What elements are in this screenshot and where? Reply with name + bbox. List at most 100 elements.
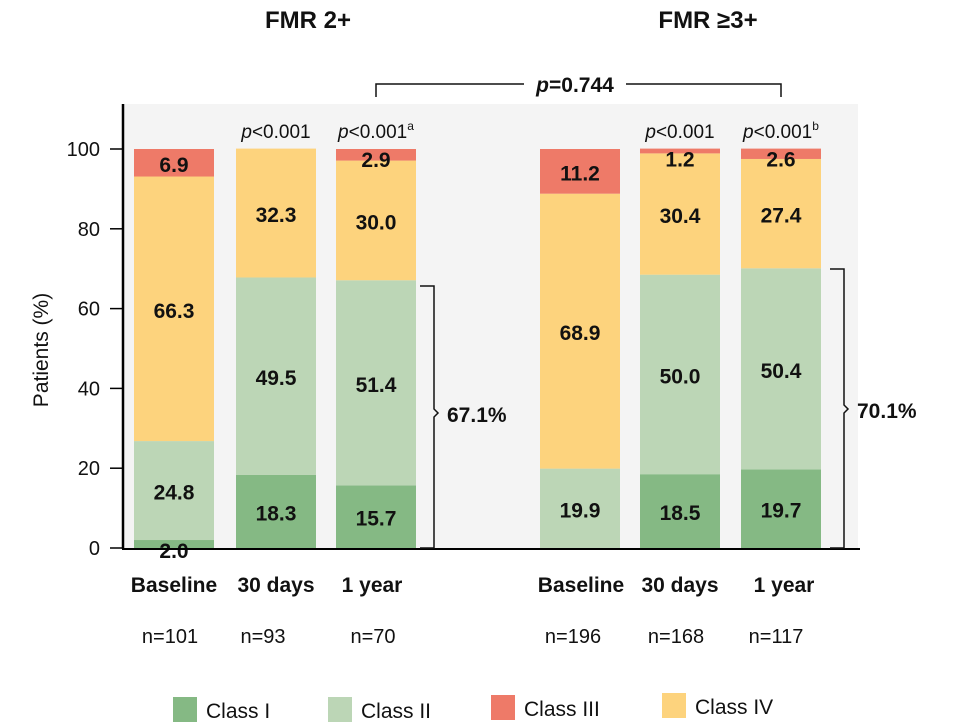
p-rest: <0.001 xyxy=(656,122,715,143)
bar-segment-class-iii xyxy=(134,149,214,177)
n-label: n=117 xyxy=(749,626,804,648)
bracket-label-group-2: 70.1% xyxy=(857,400,917,423)
p-letter: p xyxy=(240,122,252,143)
x-category-label: Baseline xyxy=(538,574,624,597)
legend-label-class-i: Class I xyxy=(206,700,270,723)
legend: Class I Class II Class III Class IV xyxy=(173,693,773,723)
x-category-label: 1 year xyxy=(342,574,403,597)
data-label: 2.9 xyxy=(361,149,390,172)
bar-segment-class-i xyxy=(336,485,416,548)
p-rest: <0.001 xyxy=(349,122,408,143)
y-tick-label: 0 xyxy=(89,538,100,560)
data-label: 19.9 xyxy=(560,499,601,522)
y-tick-label: 80 xyxy=(78,219,100,241)
data-label: 49.5 xyxy=(256,367,297,390)
data-label: 19.7 xyxy=(761,500,802,523)
n-label: n=196 xyxy=(545,626,601,648)
bars-layer xyxy=(134,148,821,548)
bar-segment-class-ii xyxy=(236,277,316,475)
bar-segment-class-ii xyxy=(741,268,821,470)
p-letter: p xyxy=(644,122,656,143)
bar-segment-class-i xyxy=(741,469,821,548)
comparison-p-letter: p xyxy=(535,74,549,97)
legend-swatch-class-iv xyxy=(662,693,686,718)
bar-segment-class-i xyxy=(236,474,316,548)
comparison-p-value: p=0.744 xyxy=(535,74,614,97)
legend-item-class-i: Class I xyxy=(173,697,270,723)
x-labels: Baseline n=101 30 days n=93 1 year n=70 Baseli… xyxy=(131,574,815,648)
bar-segment-class-iv xyxy=(134,176,214,442)
group-title-fmr3: FMR ≥3+ xyxy=(658,7,757,34)
bar-segment-class-iii xyxy=(540,149,620,194)
p-letter: p xyxy=(742,122,754,143)
p-rest: <0.001 xyxy=(252,122,311,143)
legend-label-class-iii: Class III xyxy=(524,698,600,721)
data-label: 30.4 xyxy=(660,205,701,228)
p-letter: p xyxy=(337,122,349,143)
data-label: 2.0 xyxy=(159,540,188,563)
data-label: 32.3 xyxy=(256,204,297,227)
y-axis-label: Patients (%) xyxy=(30,293,53,407)
legend-item-class-ii: Class II xyxy=(328,697,431,723)
y-tick-label: 100 xyxy=(67,139,100,161)
n-label: n=101 xyxy=(142,626,198,648)
legend-label-class-ii: Class II xyxy=(361,700,431,723)
legend-item-class-iv: Class IV xyxy=(662,693,773,719)
p-value-label: p<0.001a xyxy=(337,119,414,143)
data-label: 18.3 xyxy=(256,502,297,525)
p-superscript: b xyxy=(812,119,819,133)
bar-segment-class-i xyxy=(134,540,214,548)
legend-swatch-class-iii xyxy=(491,695,515,720)
data-label: 50.4 xyxy=(761,360,802,383)
x-category-label: Baseline xyxy=(131,574,217,597)
bar-segment-class-iii xyxy=(741,148,821,159)
x-category-label: 1 year xyxy=(754,574,815,597)
data-label: 24.8 xyxy=(154,482,195,505)
y-tick-label: 20 xyxy=(78,458,100,480)
comparison-bracket xyxy=(375,83,782,97)
data-label: 6.9 xyxy=(159,154,188,177)
y-tick-label: 40 xyxy=(78,378,100,400)
bracket-group-1 xyxy=(420,285,440,549)
data-label: 18.5 xyxy=(660,502,701,525)
y-ticks: 0 20 40 60 80 100 xyxy=(67,139,123,560)
legend-swatch-class-ii xyxy=(328,697,352,722)
bar-segment-class-iii xyxy=(640,148,720,154)
bar-segment-class-ii xyxy=(540,468,620,548)
bar-segment-class-iv xyxy=(540,193,620,469)
x-category-label: 30 days xyxy=(237,574,314,597)
data-label: 1.2 xyxy=(665,149,694,172)
n-label: n=168 xyxy=(648,626,704,648)
data-label: 51.4 xyxy=(356,374,397,397)
comparison-p-rest: =0.744 xyxy=(549,74,614,97)
data-label: 2.6 xyxy=(766,149,795,172)
p-value-label: p<0.001b xyxy=(742,119,819,143)
legend-item-class-iii: Class III xyxy=(491,695,600,721)
bar-segment-class-iv xyxy=(336,160,416,281)
p-superscript: a xyxy=(407,119,414,133)
n-label: n=70 xyxy=(350,626,395,648)
data-label: 50.0 xyxy=(660,365,701,388)
data-label: 15.7 xyxy=(356,508,397,531)
p-value-label: p<0.001 xyxy=(644,122,714,143)
bar-segment-class-iv xyxy=(236,148,316,278)
data-label: 30.0 xyxy=(356,211,397,234)
bar-segment-class-iv xyxy=(741,158,821,269)
data-label: 68.9 xyxy=(560,322,601,345)
p-rest: <0.001 xyxy=(754,122,813,143)
bar-segment-class-ii xyxy=(134,441,214,541)
legend-swatch-class-i xyxy=(173,697,197,722)
x-category-label: 30 days xyxy=(641,574,718,597)
data-label: 66.3 xyxy=(154,300,195,323)
legend-label-class-iv: Class IV xyxy=(695,696,773,719)
bracket-label-group-1: 67.1% xyxy=(447,404,507,427)
labels-layer: 2.024.866.36.918.349.532.3p<0.00115.751.… xyxy=(154,119,820,563)
n-label: n=93 xyxy=(240,626,285,648)
bar-segment-class-i xyxy=(640,474,720,548)
group-title-fmr2: FMR 2+ xyxy=(265,7,351,34)
bar-segment-class-ii xyxy=(640,274,720,475)
p-value-label: p<0.001 xyxy=(240,122,310,143)
y-tick-label: 60 xyxy=(78,299,100,321)
bar-segment-class-iii xyxy=(336,149,416,161)
